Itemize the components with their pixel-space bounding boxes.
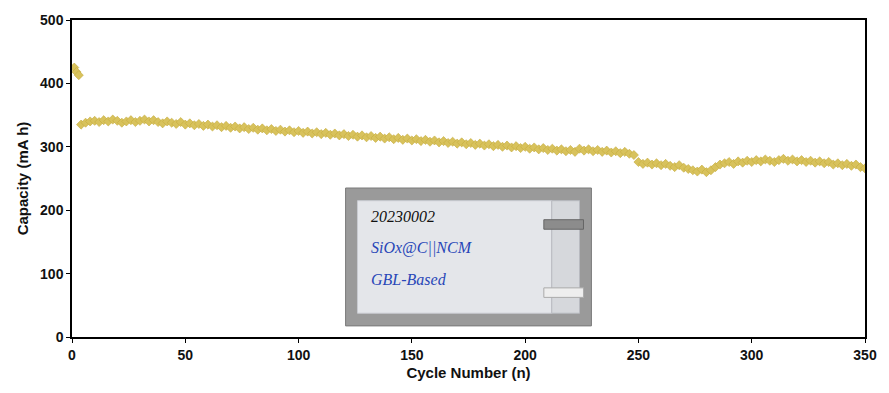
svg-text:100: 100 (287, 347, 311, 363)
svg-text:400: 400 (40, 75, 64, 91)
svg-text:250: 250 (627, 347, 651, 363)
svg-text:350: 350 (853, 347, 877, 363)
svg-text:Capacity (mA h): Capacity (mA h) (14, 122, 31, 236)
svg-text:GBL-Based: GBL-Based (371, 271, 447, 288)
svg-text:150: 150 (400, 347, 424, 363)
svg-text:50: 50 (178, 347, 194, 363)
svg-text:20230002: 20230002 (371, 208, 435, 225)
svg-text:500: 500 (40, 12, 64, 28)
svg-text:Cycle Number (n): Cycle Number (n) (406, 364, 530, 381)
svg-text:100: 100 (40, 266, 64, 282)
svg-text:300: 300 (740, 347, 764, 363)
svg-text:200: 200 (513, 347, 537, 363)
svg-text:SiOx@C||NCM: SiOx@C||NCM (371, 239, 473, 257)
svg-text:0: 0 (56, 329, 64, 345)
svg-text:200: 200 (40, 202, 64, 218)
svg-text:0: 0 (68, 347, 76, 363)
svg-text:300: 300 (40, 139, 64, 155)
